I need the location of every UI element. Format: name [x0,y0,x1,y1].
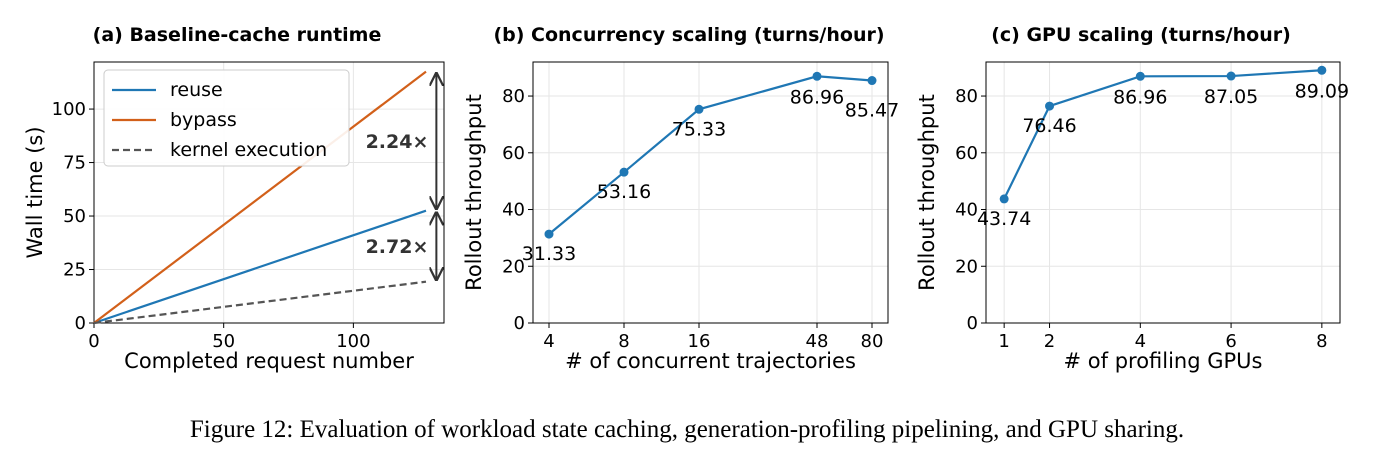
data-point [867,76,877,86]
chart-title: (c) GPU scaling (turns/hour) [991,24,1291,46]
ratio-annotation: 2.72× [366,236,429,258]
y-axis-label: Wall time (s) [23,126,47,258]
y-tick-label: 60 [955,143,978,164]
series-line-kernel-execution [93,280,427,325]
y-tick-label: 80 [502,86,525,107]
x-axis-label: # of concurrent trajectories [565,349,856,373]
data-label: 85.47 [845,100,899,122]
y-tick-label: 20 [955,256,978,277]
x-axis-label: # of profiling GPUs [1064,349,1263,373]
y-tick-label: 100 [52,99,86,120]
legend-label: kernel execution [170,139,327,161]
series-line-reuse [93,209,427,325]
legend-box [103,69,350,167]
x-tick-label: 8 [618,331,629,352]
data-label: 86.96 [1113,86,1167,108]
plot-frame [93,61,445,324]
legend: reuse bypass kernel execution [103,69,350,167]
x-tick-label: 8 [1316,331,1327,352]
y-tick-label: 20 [502,256,525,277]
legend-label: reuse [170,79,223,101]
y-tick-label: 0 [514,313,525,334]
x-tick-label: 6 [1225,331,1236,352]
y-tick-label: 40 [502,200,525,221]
data-point [1226,71,1236,81]
x-axis-label: Completed request number [124,349,414,373]
plot-frame [532,61,889,324]
x-tick-label: 4 [543,331,554,352]
panel-c-gpu-scaling: 0 20 40 60 80 (c) GPU scaling (turns/hour) # o… [915,24,1349,373]
x-tick-label: 0 [88,331,99,352]
y-tick-label: 40 [955,200,978,221]
series-line-bypass [93,70,427,324]
data-label: 76.46 [1022,115,1076,137]
y-axis-label: Rollout throughput [462,94,486,291]
data-point [812,71,822,81]
panel-a-baseline-cache: 0 25 50 75 100 (a) Baseline-cache runtime Comp… [23,24,445,373]
x-tick-label: 1 [998,331,1009,352]
y-tick-label: 80 [955,86,978,107]
data-label: 31.33 [522,243,576,265]
y-axis-label: Rollout throughput [915,94,939,291]
data-label: 89.09 [1295,80,1349,102]
data-point [1045,101,1055,111]
chart-title: (a) Baseline-cache runtime [93,24,382,46]
data-point [999,194,1009,204]
plot-frame [985,61,1341,324]
panel-b-concurrency-scaling: 0 20 40 60 80 (b) Concurrency scaling (turns/… [462,24,899,373]
x-tick-label: 2 [1044,331,1055,352]
data-point [619,167,629,177]
data-point [1317,65,1327,75]
x-tick-label: 80 [861,331,884,352]
chart-title: (b) Concurrency scaling (turns/hour) [493,24,884,46]
x-tick-label: 48 [806,331,829,352]
data-point [1135,71,1145,81]
x-tick-label: 50 [212,331,235,352]
data-point [694,104,704,114]
figure-caption: Figure 12: Evaluation of workload state … [189,416,1185,443]
x-tick-label: 16 [688,331,711,352]
data-label: 87.05 [1204,86,1258,108]
y-tick-label: 0 [967,313,978,334]
legend-label: bypass [170,109,237,131]
y-tick-label: 50 [63,206,86,227]
data-label: 53.16 [597,181,651,203]
ratio-annotation: 2.24× [366,131,429,153]
y-tick-label: 0 [75,313,86,334]
data-label: 43.74 [977,208,1031,230]
y-tick-label: 60 [502,143,525,164]
data-point [544,229,554,239]
data-label: 75.33 [672,118,726,140]
x-tick-label: 4 [1135,331,1146,352]
y-tick-label: 25 [63,260,86,281]
y-tick-label: 75 [63,153,86,174]
data-label: 86.96 [790,86,844,108]
x-tick-label: 100 [336,331,370,352]
